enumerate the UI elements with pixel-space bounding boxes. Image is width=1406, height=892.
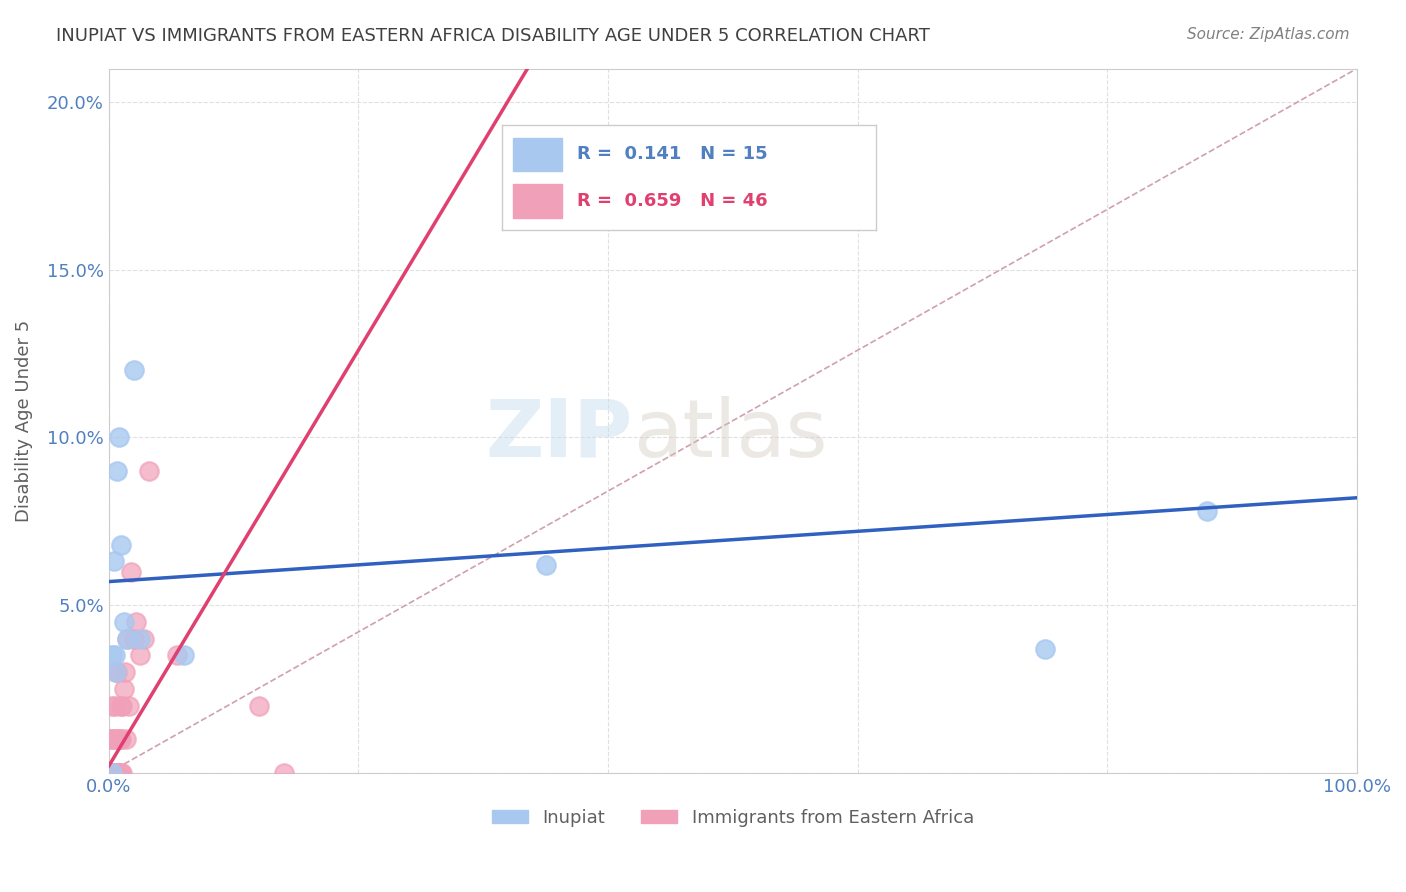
Point: [534, 558, 557, 572]
Point: [103, 732, 125, 747]
Point: [103, 554, 125, 568]
Point: [118, 698, 141, 713]
Point: [173, 648, 195, 663]
Point: [110, 698, 132, 713]
Point: [247, 698, 270, 713]
Point: [107, 430, 129, 444]
Point: [111, 698, 134, 713]
Point: [107, 732, 129, 747]
Point: [112, 615, 135, 629]
Point: [115, 732, 138, 747]
Point: [138, 464, 160, 478]
Point: [120, 565, 142, 579]
Point: [129, 632, 152, 646]
Point: [104, 648, 127, 663]
Point: [110, 732, 132, 747]
Point: [129, 648, 152, 663]
Point: [108, 765, 131, 780]
Point: [105, 665, 128, 680]
Point: [125, 615, 148, 629]
Point: [101, 765, 124, 780]
Text: Source: ZipAtlas.com: Source: ZipAtlas.com: [1187, 27, 1350, 42]
Point: [98, 765, 121, 780]
Point: [107, 765, 129, 780]
Point: [103, 765, 125, 780]
Point: [105, 765, 128, 780]
Point: [108, 732, 131, 747]
Point: [1197, 504, 1219, 518]
Point: [100, 765, 122, 780]
Point: [122, 632, 145, 646]
Point: [105, 765, 128, 780]
Y-axis label: Disability Age Under 5: Disability Age Under 5: [15, 319, 32, 522]
Point: [101, 765, 124, 780]
Point: [117, 632, 139, 646]
Point: [110, 765, 132, 780]
Point: [107, 732, 129, 747]
Text: ZIP: ZIP: [485, 396, 633, 474]
Point: [112, 681, 135, 696]
Point: [107, 765, 129, 780]
Point: [98, 765, 121, 780]
Legend: Inupiat, Immigrants from Eastern Africa: Inupiat, Immigrants from Eastern Africa: [485, 802, 981, 834]
Point: [273, 765, 295, 780]
Point: [101, 765, 124, 780]
Point: [114, 665, 136, 680]
Point: [1033, 641, 1056, 656]
Point: [105, 665, 128, 680]
Point: [166, 648, 188, 663]
Text: INUPIAT VS IMMIGRANTS FROM EASTERN AFRICA DISABILITY AGE UNDER 5 CORRELATION CHA: INUPIAT VS IMMIGRANTS FROM EASTERN AFRIC…: [56, 27, 931, 45]
Point: [101, 648, 124, 663]
Point: [107, 464, 129, 478]
Point: [100, 765, 122, 780]
Point: [100, 732, 122, 747]
Point: [104, 765, 127, 780]
Point: [101, 698, 124, 713]
Point: [104, 765, 127, 780]
Point: [107, 665, 129, 680]
Point: [98, 765, 121, 780]
Point: [122, 363, 145, 377]
Point: [103, 765, 125, 780]
Point: [111, 765, 134, 780]
Point: [100, 765, 122, 780]
Text: atlas: atlas: [633, 396, 827, 474]
Point: [110, 538, 132, 552]
Point: [132, 632, 155, 646]
Point: [117, 632, 139, 646]
Point: [101, 732, 124, 747]
Point: [104, 698, 127, 713]
